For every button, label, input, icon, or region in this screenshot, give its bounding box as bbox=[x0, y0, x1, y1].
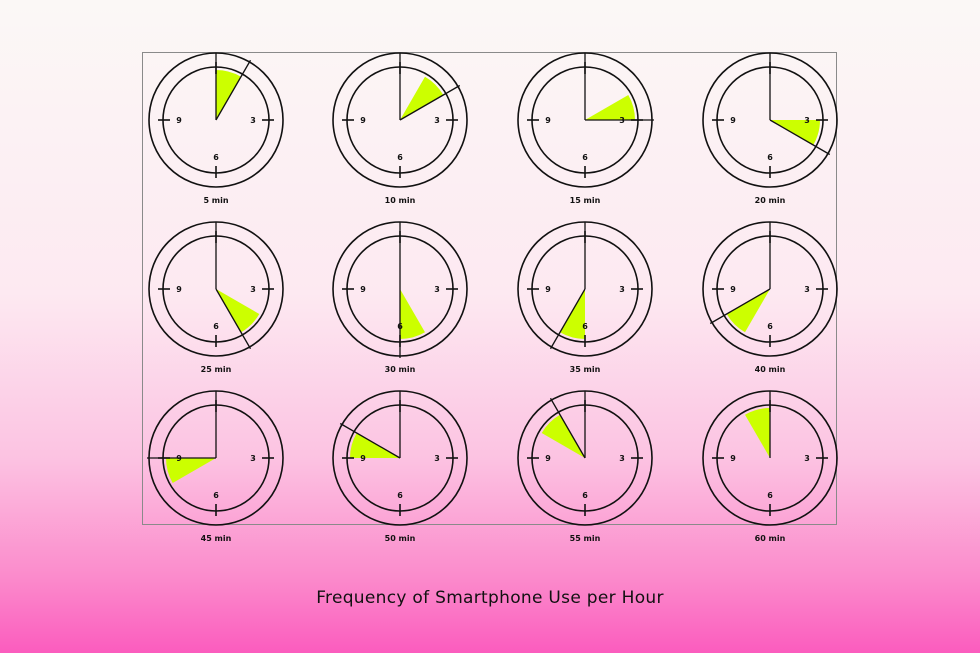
usage-wedge bbox=[216, 289, 260, 333]
dial-number-6: 6 bbox=[767, 153, 773, 162]
dial-number-6: 6 bbox=[397, 491, 403, 500]
dial-number-6: 6 bbox=[767, 491, 773, 500]
clock-10-min: 3 6 9 10 min bbox=[332, 52, 468, 205]
end-hand bbox=[215, 59, 252, 121]
dial-number-3: 3 bbox=[434, 285, 440, 294]
clock-caption: 40 min bbox=[755, 365, 786, 374]
dial-number-6: 6 bbox=[213, 491, 219, 500]
dial-number-9: 9 bbox=[730, 454, 736, 463]
dial-number-6: 6 bbox=[582, 491, 588, 500]
dial-number-9: 9 bbox=[360, 285, 366, 294]
clock-35-min: 3 6 9 35 min bbox=[517, 221, 653, 374]
dial-number-3: 3 bbox=[804, 116, 810, 125]
dial-number-9: 9 bbox=[730, 285, 736, 294]
clock-15-min: 3 6 9 15 min bbox=[517, 52, 654, 205]
dial-number-3: 3 bbox=[804, 285, 810, 294]
end-hand bbox=[399, 84, 461, 121]
end-hand bbox=[215, 288, 252, 350]
clock-5-min: 3 6 9 5 min bbox=[148, 52, 284, 205]
clock-caption: 35 min bbox=[570, 365, 601, 374]
dial-number-6: 6 bbox=[582, 153, 588, 162]
usage-wedge bbox=[585, 95, 635, 120]
clock-45-min: 3 6 9 45 min bbox=[147, 390, 284, 543]
usage-wedge bbox=[560, 289, 585, 339]
dial-number-3: 3 bbox=[804, 454, 810, 463]
clock-caption: 20 min bbox=[755, 196, 786, 205]
dial-number-3: 3 bbox=[434, 454, 440, 463]
clock-20-min: 3 6 9 20 min bbox=[702, 52, 838, 205]
end-hand bbox=[339, 422, 401, 459]
clock-40-min: 3 6 9 40 min bbox=[702, 221, 838, 374]
usage-wedge bbox=[541, 414, 585, 458]
end-hand bbox=[549, 397, 586, 459]
usage-wedge bbox=[400, 76, 444, 120]
dial-number-3: 3 bbox=[250, 454, 256, 463]
usage-wedge bbox=[726, 289, 770, 333]
dial-number-9: 9 bbox=[176, 285, 182, 294]
clock-grid: 3 6 9 5 min 3 6 9 10 min 3 6 9 15 min 3 6 9 20 min 3 6 9 25… bbox=[147, 52, 838, 543]
clock-caption: 60 min bbox=[755, 534, 786, 543]
end-hand bbox=[769, 119, 831, 156]
clock-caption: 10 min bbox=[385, 196, 416, 205]
dial-number-3: 3 bbox=[619, 116, 625, 125]
dial-number-6: 6 bbox=[397, 322, 403, 331]
dial-number-3: 3 bbox=[619, 454, 625, 463]
dial-number-9: 9 bbox=[545, 454, 551, 463]
clock-caption: 30 min bbox=[385, 365, 416, 374]
usage-wedge bbox=[165, 458, 216, 483]
dial-number-3: 3 bbox=[250, 285, 256, 294]
dial-number-6: 6 bbox=[213, 322, 219, 331]
dial-number-9: 9 bbox=[176, 454, 182, 463]
dial-number-6: 6 bbox=[213, 153, 219, 162]
clock-caption: 50 min bbox=[385, 534, 416, 543]
dial-number-9: 9 bbox=[545, 285, 551, 294]
dial-number-6: 6 bbox=[767, 322, 773, 331]
clock-55-min: 3 6 9 55 min bbox=[517, 390, 653, 543]
clock-caption: 15 min bbox=[570, 196, 601, 205]
end-hand bbox=[549, 288, 586, 350]
usage-wedge bbox=[350, 433, 400, 458]
end-hand bbox=[709, 288, 771, 325]
clock-25-min: 3 6 9 25 min bbox=[148, 221, 284, 374]
clock-caption: 45 min bbox=[201, 534, 232, 543]
dial-number-3: 3 bbox=[250, 116, 256, 125]
dial-number-9: 9 bbox=[176, 116, 182, 125]
dial-number-6: 6 bbox=[397, 153, 403, 162]
dial-number-9: 9 bbox=[730, 116, 736, 125]
usage-wedge bbox=[770, 120, 820, 145]
clock-30-min: 3 6 9 30 min bbox=[332, 221, 468, 374]
dial-number-3: 3 bbox=[434, 116, 440, 125]
dial-number-9: 9 bbox=[360, 454, 366, 463]
clock-60-min: 3 6 9 60 min bbox=[702, 390, 838, 543]
dial-number-9: 9 bbox=[545, 116, 551, 125]
usage-wedge bbox=[216, 70, 241, 120]
diagram-title: Frequency of Smartphone Use per Hour bbox=[316, 588, 664, 608]
clock-caption: 55 min bbox=[570, 534, 601, 543]
clock-50-min: 3 6 9 50 min bbox=[332, 390, 468, 543]
dial-number-6: 6 bbox=[582, 322, 588, 331]
usage-wedge bbox=[745, 408, 770, 458]
dial-number-9: 9 bbox=[360, 116, 366, 125]
usage-wedge bbox=[400, 289, 425, 339]
clock-caption: 5 min bbox=[203, 196, 228, 205]
dial-number-3: 3 bbox=[619, 285, 625, 294]
clock-caption: 25 min bbox=[201, 365, 232, 374]
